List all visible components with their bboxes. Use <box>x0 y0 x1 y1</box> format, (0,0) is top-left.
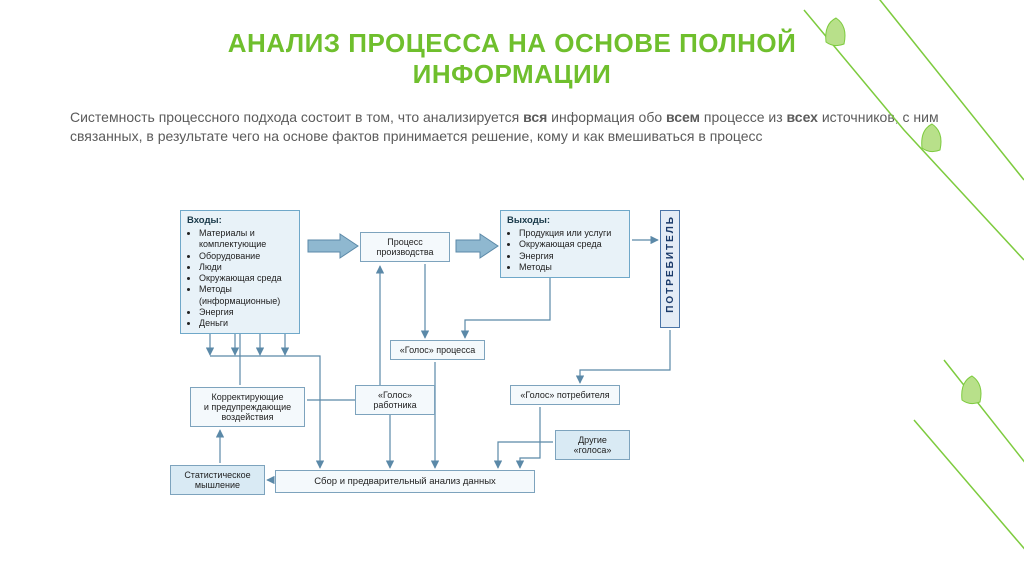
outputs-box: Выходы: Продукция или услуги Окружающая … <box>500 210 630 278</box>
slide: АНАЛИЗ ПРОЦЕССА НА ОСНОВЕ ПОЛНОЙ ИНФОРМА… <box>0 0 1024 574</box>
outputs-list: Продукция или услуги Окружающая среда Эн… <box>507 228 623 273</box>
list-item: Окружающая среда <box>199 273 293 284</box>
list-item: Окружающая среда <box>519 239 623 250</box>
process-box: Процесс производства <box>360 232 450 262</box>
stat-box: Статистическое мышление <box>170 465 265 495</box>
list-item: Энергия <box>519 251 623 262</box>
list-item: Люди <box>199 262 293 273</box>
voice-process-box: «Голос» процесса <box>390 340 485 360</box>
list-item: Деньги <box>199 318 293 329</box>
consumer-box: ПОТРЕБИТЕЛЬ <box>660 210 680 328</box>
list-item: Продукция или услуги <box>519 228 623 239</box>
voice-worker-box: «Голос» работника <box>355 385 435 415</box>
inputs-list: Материалы и комплектующие Оборудование Л… <box>187 228 293 329</box>
list-item: Энергия <box>199 307 293 318</box>
title-line-1: АНАЛИЗ ПРОЦЕССА НА ОСНОВЕ ПОЛНОЙ <box>228 28 797 58</box>
outputs-title: Выходы: <box>507 215 623 226</box>
corrective-box: Корректирующие и предупреждающие воздейс… <box>190 387 305 427</box>
voice-consumer-box: «Голос» потребителя <box>510 385 620 405</box>
list-item: Материалы и комплектующие <box>199 228 293 251</box>
list-item: Методы <box>519 262 623 273</box>
inputs-box: Входы: Материалы и комплектующие Оборудо… <box>180 210 300 334</box>
list-item: Оборудование <box>199 251 293 262</box>
title-line-2: ИНФОРМАЦИИ <box>413 59 612 89</box>
inputs-title: Входы: <box>187 215 293 226</box>
list-item: Методы (информационные) <box>199 284 293 307</box>
description: Системность процессного подхода состоит … <box>70 108 954 146</box>
other-voices-box: Другие «голоса» <box>555 430 630 460</box>
collect-box: Сбор и предварительный анализ данных <box>275 470 535 493</box>
page-title: АНАЛИЗ ПРОЦЕССА НА ОСНОВЕ ПОЛНОЙ ИНФОРМА… <box>70 28 954 90</box>
process-diagram: Входы: Материалы и комплектующие Оборудо… <box>180 210 860 540</box>
